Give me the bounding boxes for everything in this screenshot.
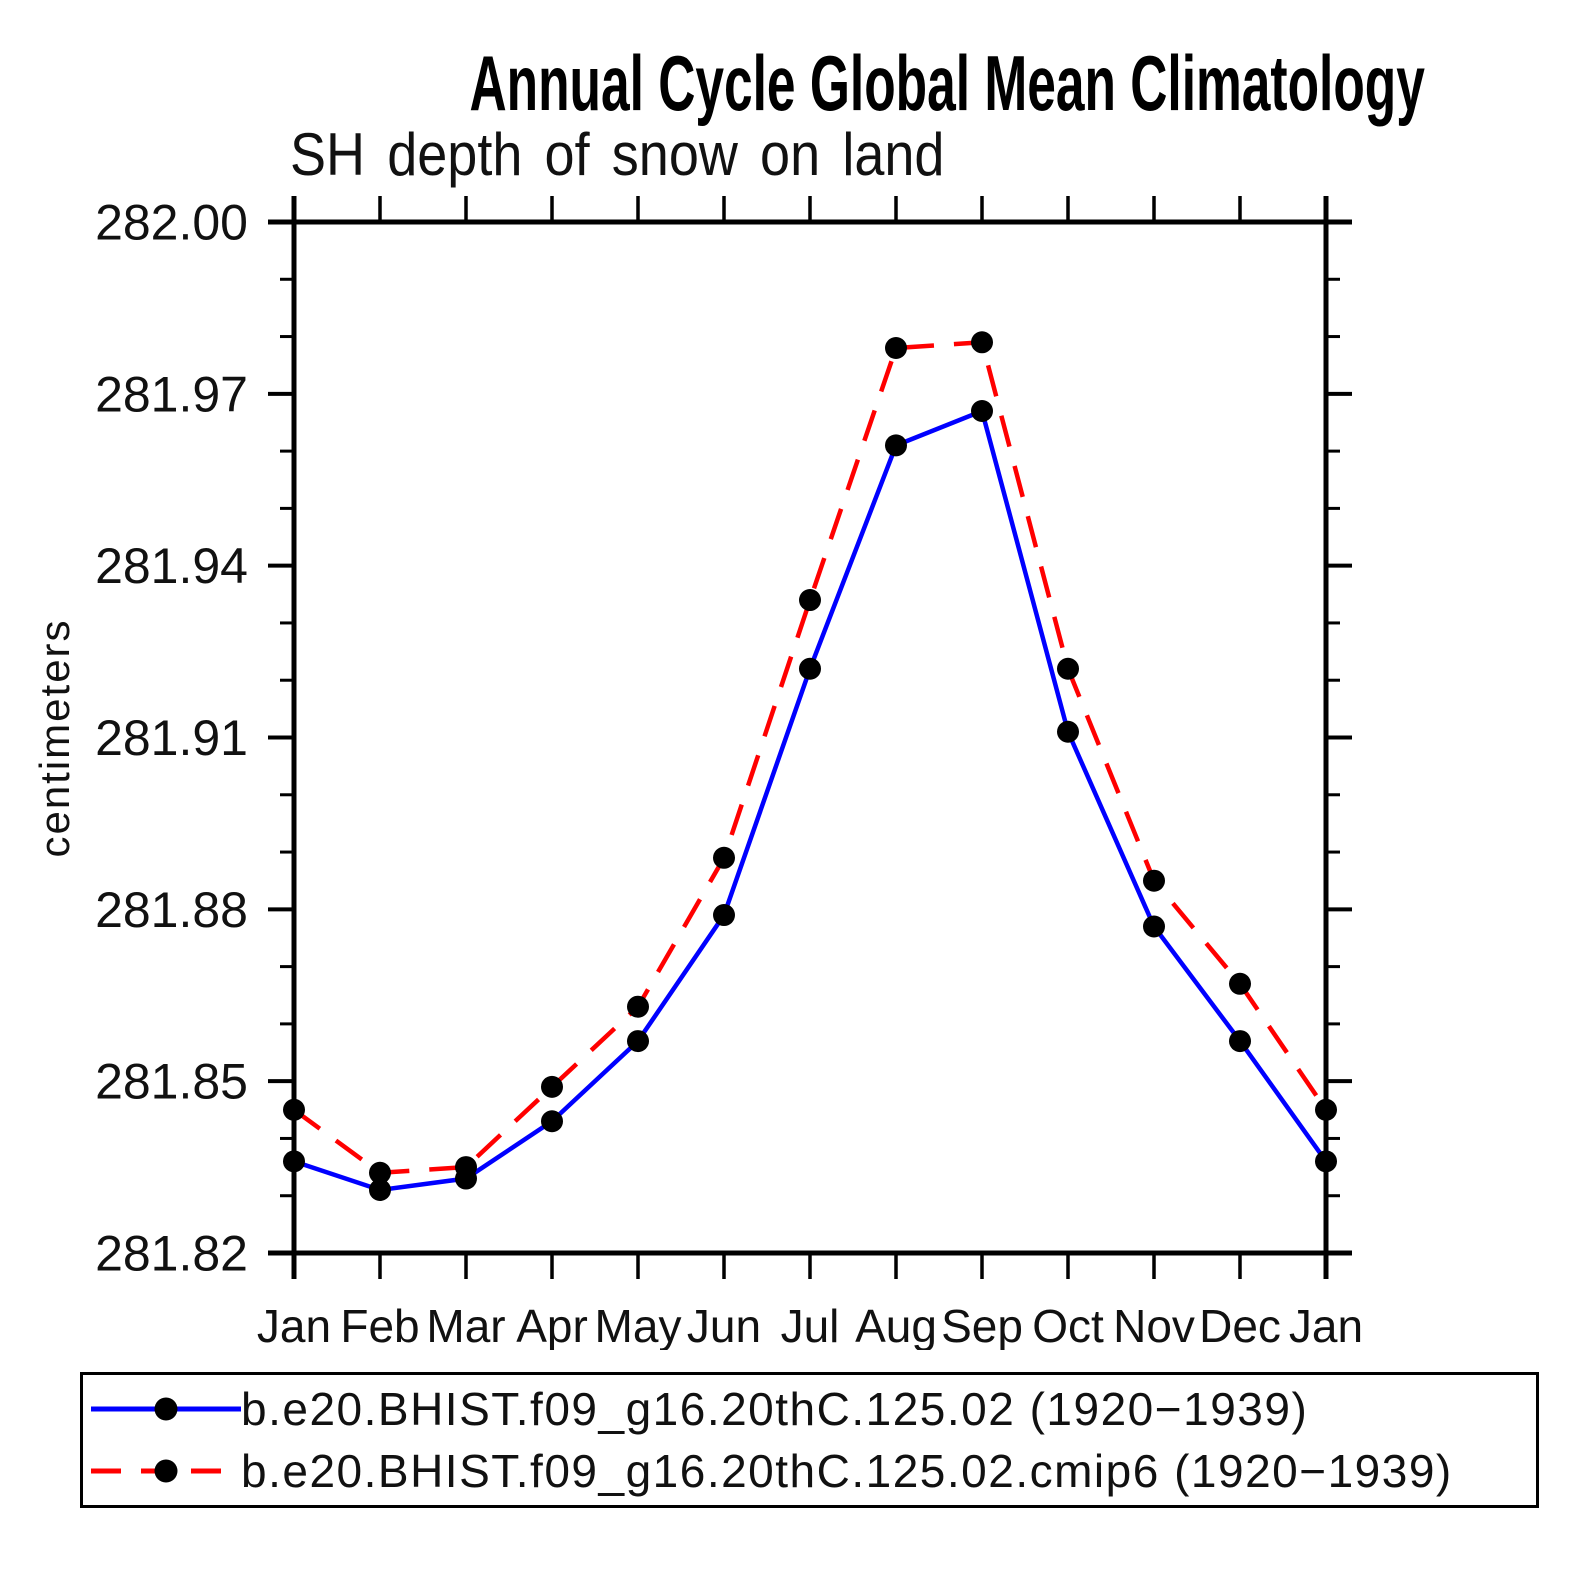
data-point xyxy=(541,1075,563,1098)
data-point xyxy=(1057,657,1079,680)
data-point xyxy=(1229,1030,1251,1053)
data-point xyxy=(1229,972,1251,995)
data-point xyxy=(541,1110,563,1133)
legend-box: b.e20.BHIST.f09_g16.20thC.125.02 (1920−1… xyxy=(80,1372,1539,1508)
y-tick-label: 282.00 xyxy=(95,195,248,251)
legend-sample xyxy=(91,1395,241,1423)
x-tick-label: Jul xyxy=(781,1300,840,1350)
data-point xyxy=(627,1030,649,1053)
y-tick-label: 281.85 xyxy=(95,1054,248,1110)
data-point xyxy=(455,1156,477,1179)
data-point xyxy=(1315,1098,1337,1121)
data-point xyxy=(283,1150,305,1173)
data-point xyxy=(971,400,993,423)
legend-sample xyxy=(91,1457,241,1485)
data-point xyxy=(713,904,735,927)
x-tick-label: Jan xyxy=(257,1300,331,1350)
x-tick-label: Nov xyxy=(1113,1300,1195,1350)
legend-marker-dot-icon xyxy=(154,1459,178,1483)
data-point xyxy=(627,995,649,1018)
data-point xyxy=(971,331,993,354)
data-point xyxy=(885,434,907,457)
series-line-1 xyxy=(293,407,1328,1193)
data-point xyxy=(885,337,907,360)
data-point xyxy=(369,1178,391,1201)
x-tick-label: Mar xyxy=(426,1300,505,1350)
x-tick-label: Dec xyxy=(1199,1300,1281,1350)
y-tick-label: 281.88 xyxy=(95,882,248,938)
x-tick-label: Apr xyxy=(516,1300,588,1350)
x-tick-label: Sep xyxy=(941,1300,1023,1350)
x-tick-label: May xyxy=(595,1300,682,1350)
data-point xyxy=(369,1161,391,1184)
x-tick-label: Jun xyxy=(687,1300,761,1350)
data-point xyxy=(283,1098,305,1121)
x-tick-label: Oct xyxy=(1032,1300,1104,1350)
series-line-2 xyxy=(292,339,1328,1176)
legend-marker-dot-icon xyxy=(154,1397,178,1421)
data-point xyxy=(799,657,821,680)
y-tick-label: 281.82 xyxy=(95,1226,248,1282)
data-point xyxy=(1143,869,1165,892)
y-tick-label: 281.97 xyxy=(95,366,248,422)
y-tick-label: 281.91 xyxy=(95,710,248,766)
x-tick-label: Jan xyxy=(1289,1300,1363,1350)
data-point xyxy=(1143,915,1165,938)
data-point xyxy=(1315,1150,1337,1173)
x-tick-label: Aug xyxy=(855,1300,937,1350)
x-tick-label: Feb xyxy=(340,1300,419,1350)
data-point xyxy=(1057,720,1079,743)
data-point xyxy=(713,846,735,869)
legend-item: b.e20.BHIST.f09_g16.20thC.125.02 (1920−1… xyxy=(91,1381,1536,1437)
plot-area: Jan Feb Mar Apr May Jun Jul Aug Sep Oct Nov Dec Jan2… xyxy=(95,195,1363,1351)
data-point xyxy=(799,589,821,612)
legend-label-series-2: b.e20.BHIST.f09_g16.20thC.125.02.cmip6 (… xyxy=(241,1445,1453,1497)
chart-subtitle: SH depth of snow on land xyxy=(290,121,945,188)
legend-item: b.e20.BHIST.f09_g16.20thC.125.02.cmip6 (… xyxy=(91,1443,1536,1499)
y-tick-label: 281.94 xyxy=(95,538,248,594)
legend-label-series-1: b.e20.BHIST.f09_g16.20thC.125.02 (1920−1… xyxy=(241,1383,1309,1435)
